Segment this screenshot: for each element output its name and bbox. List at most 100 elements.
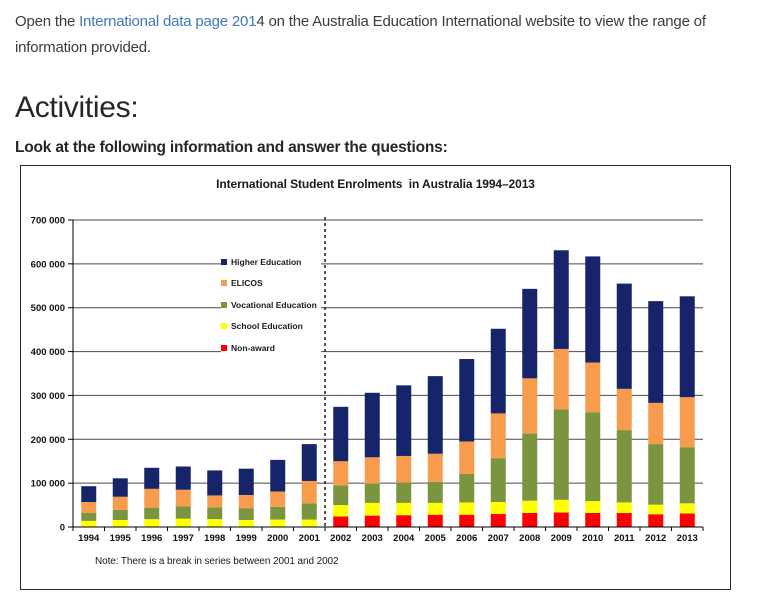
x-tick-label: 1996 (141, 533, 162, 544)
chart-note: Note: There is a break in series between… (95, 556, 339, 567)
bar-segment-2009 (553, 250, 569, 349)
y-tick-label: 200 000 (31, 435, 65, 446)
bar-segment-2003 (364, 515, 380, 527)
chart-figure: 0 100 000 200 000 300 000 400 000 500 000 600 … (20, 165, 731, 590)
bar-segment-2004 (396, 482, 412, 503)
x-tick-label: 2007 (488, 533, 509, 544)
bar-segment-1995 (112, 509, 128, 520)
bar-segment-1996 (144, 488, 160, 508)
bar-segment-1999 (238, 508, 254, 520)
bar-segment-2002 (333, 406, 349, 462)
bar-segment-2008 (522, 288, 538, 379)
bar-segment-2012 (648, 444, 664, 505)
bar-segment-2004 (396, 385, 412, 456)
bar-segment-2000 (270, 459, 286, 492)
bar-segment-2013 (679, 296, 695, 398)
legend-swatch-icon (221, 301, 227, 308)
bar-segment-1999 (238, 468, 254, 495)
bar-segment-1994 (81, 512, 97, 521)
y-tick-label: 700 000 (31, 216, 65, 227)
bar-segment-2007 (490, 328, 506, 414)
bar-segment-2006 (459, 514, 475, 527)
x-tick-label: 2008 (519, 533, 540, 544)
bar-segment-2011 (616, 502, 632, 513)
legend-swatch-icon (221, 280, 227, 286)
bar-segment-2006 (459, 441, 475, 474)
legend-item-higher-education: Higher Education (221, 254, 321, 269)
x-tick-label: 2009 (551, 533, 572, 544)
bar-segment-2002 (333, 461, 349, 486)
bar-segment-2005 (427, 481, 443, 503)
y-tick-label: 500 000 (31, 303, 65, 314)
x-tick-label: 1997 (173, 533, 194, 544)
x-tick-label: 2001 (299, 533, 321, 544)
bar-segment-2012 (648, 514, 664, 527)
x-tick-label: 1999 (236, 533, 257, 544)
bar-segment-1994 (81, 502, 97, 513)
bar-segment-2003 (364, 392, 380, 458)
bar-segment-1998 (207, 495, 223, 508)
bar-segment-2001 (301, 480, 317, 504)
legend-item-school-education: School Education (221, 318, 321, 334)
intro-text-pre: Open the (15, 13, 80, 30)
bar-segment-2010 (585, 412, 601, 502)
x-tick-label: 1994 (78, 533, 100, 544)
bar-segment-2011 (616, 430, 632, 503)
bar-segment-2002 (333, 485, 349, 506)
international-data-page-link[interactable]: International data page 201 (79, 13, 257, 30)
bar-segment-2011 (616, 388, 632, 431)
bar-segment-1996 (144, 507, 160, 520)
bar-segment-1997 (175, 466, 191, 490)
bar-segment-1996 (144, 519, 160, 527)
bar-segment-2013 (679, 447, 695, 504)
chart-title: International Student Enrolments in Aust… (216, 177, 535, 191)
bar-segment-2010 (585, 256, 601, 363)
legend-label: Vocational Education (231, 299, 317, 310)
bar-segment-1999 (238, 494, 254, 509)
bar-segment-2003 (364, 502, 380, 516)
bar-segment-2003 (364, 457, 380, 484)
bar-segment-2003 (364, 483, 380, 503)
x-tick-label: 2000 (267, 533, 288, 544)
bar-segment-1994 (81, 486, 97, 503)
bar-segment-2005 (427, 514, 443, 527)
y-tick-label: 400 000 (31, 347, 65, 358)
bar-segment-2000 (270, 491, 286, 507)
bar-segment-2009 (553, 348, 569, 410)
bar-segment-1994 (81, 520, 97, 527)
y-tick-label: 300 000 (31, 391, 65, 402)
bar-segment-2008 (522, 378, 538, 434)
activities-heading: Activities: (15, 91, 139, 124)
bar-segment-1997 (175, 518, 191, 527)
bar-segment-2009 (553, 499, 569, 513)
bar-segment-2005 (427, 376, 443, 454)
y-tick-label: 0 (60, 523, 65, 534)
bar-segment-2007 (490, 413, 506, 459)
x-tick-label: 1998 (204, 533, 225, 544)
bar-segment-2000 (270, 519, 286, 527)
legend-item-non-award: Non-award (221, 340, 321, 355)
bar-segment-2002 (333, 516, 349, 527)
bar-segment-2011 (616, 512, 632, 527)
bar-segment-2008 (522, 512, 538, 527)
legend-item-elicos: ELICOS (221, 275, 321, 291)
x-tick-label: 1995 (110, 533, 132, 544)
bar-segment-2013 (679, 397, 695, 448)
legend-swatch-icon (221, 344, 227, 351)
stacked-bar-chart: 0 100 000 200 000 300 000 400 000 500 000 600 … (31, 216, 704, 544)
bar-segment-1998 (207, 470, 223, 496)
bar-segment-1995 (112, 519, 128, 527)
bar-segment-2004 (396, 515, 412, 527)
legend-item-vocational-education: Vocational Education (221, 297, 321, 312)
x-tick-label: 2002 (330, 533, 351, 544)
bar-segment-2006 (459, 502, 475, 515)
bar-segment-2012 (648, 402, 664, 445)
bar-segment-2012 (648, 504, 664, 515)
x-tick-label: 2005 (425, 533, 447, 544)
bar-segment-1995 (112, 496, 128, 510)
x-tick-label: 2003 (362, 533, 383, 544)
bar-segment-2005 (427, 502, 443, 515)
bar-segment-2012 (648, 301, 664, 403)
bar-segment-2004 (396, 502, 412, 516)
x-tick-label: 2006 (456, 533, 477, 544)
